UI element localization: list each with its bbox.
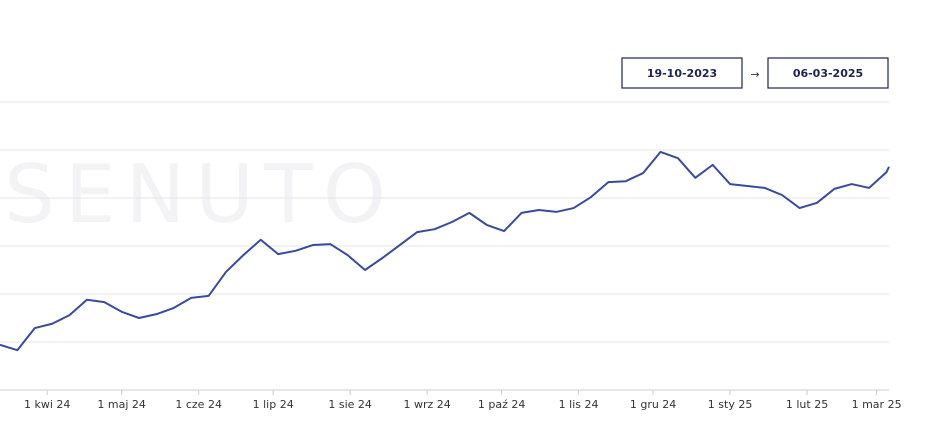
x-tick-label: 1 mar 25	[852, 398, 902, 411]
watermark: SENUTO	[4, 148, 396, 241]
date-arrow: →	[750, 68, 759, 81]
date-to[interactable]: 06-03-2025	[793, 67, 863, 80]
x-tick-label: 1 kwi 24	[24, 398, 70, 411]
x-tick-label: 1 cze 24	[175, 398, 222, 411]
x-tick-label: 1 sie 24	[328, 398, 372, 411]
x-tick-label: 1 paź 24	[478, 398, 526, 411]
x-tick-label: 1 lis 24	[559, 398, 599, 411]
date-from[interactable]: 19-10-2023	[647, 67, 717, 80]
x-tick-label: 1 sty 25	[708, 398, 753, 411]
x-tick-label: 1 gru 24	[630, 398, 676, 411]
line	[0, 150, 890, 352]
x-tick-label: 1 lut 25	[786, 398, 828, 411]
x-tick-label: 1 maj 24	[97, 398, 146, 411]
date-from-box[interactable]	[621, 57, 743, 89]
x-tick-label: 1 lip 24	[253, 398, 294, 411]
x-tick-label: 1 wrz 24	[403, 398, 450, 411]
date-to-box[interactable]	[767, 57, 889, 89]
